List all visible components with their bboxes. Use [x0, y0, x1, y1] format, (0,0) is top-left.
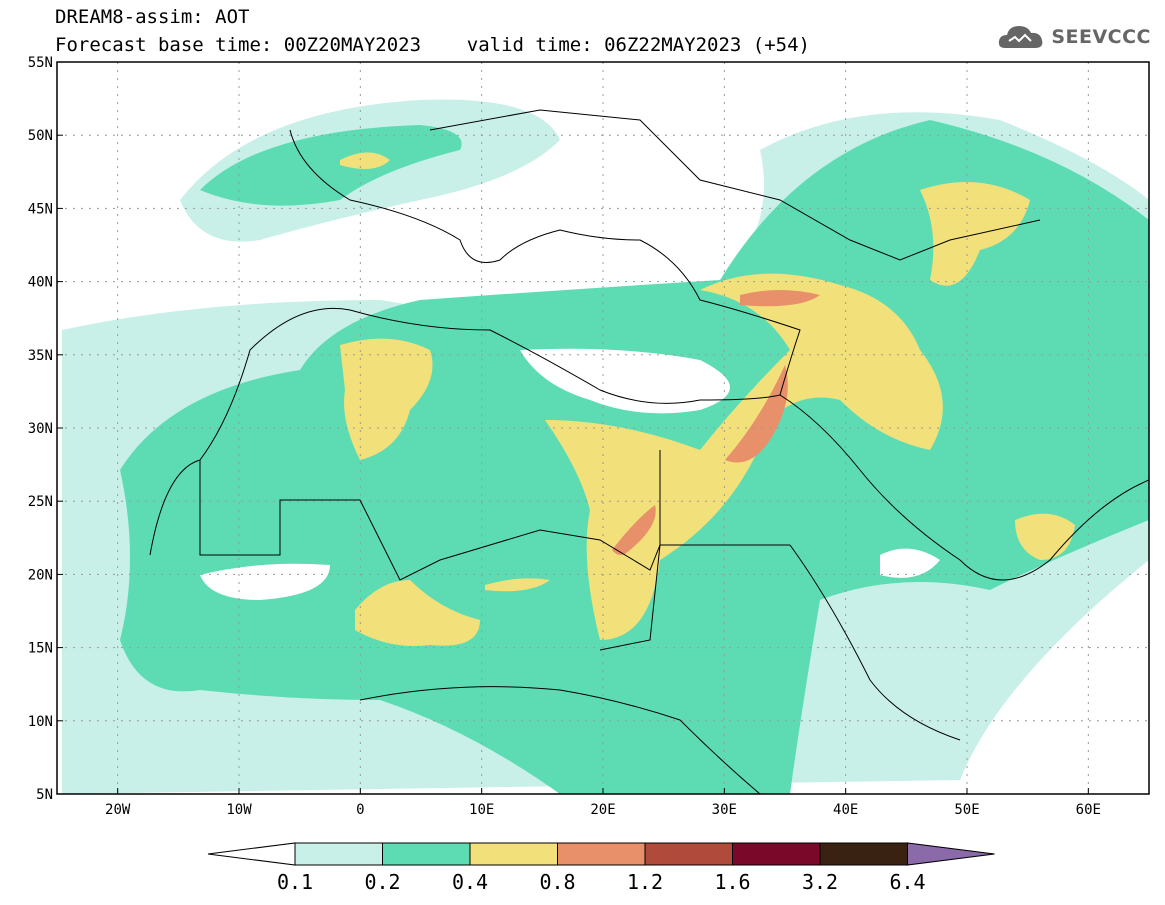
colorbar — [207, 842, 995, 866]
lon-tick-label: 10W — [226, 802, 252, 818]
colorbar-level-label: 0.1 — [276, 870, 314, 894]
lat-tick-label: 45N — [28, 201, 53, 217]
lon-tick-label: 20E — [590, 802, 615, 818]
forecast-time-info: Forecast base time: 00Z20MAY2023 valid t… — [55, 34, 810, 56]
lon-tick-label: 0 — [356, 802, 364, 818]
lon-tick-label: 20W — [105, 802, 131, 818]
colorbar-swatch — [819, 842, 908, 866]
lat-tick-label: 10N — [28, 714, 53, 730]
lat-tick-label: 55N — [28, 55, 53, 71]
lat-tick-label: 20N — [28, 567, 53, 583]
clear-areas — [200, 348, 940, 600]
colorbar-level-label: 0.8 — [539, 870, 576, 894]
seevccc-logo: SEEVCCC — [997, 22, 1151, 52]
lat-tick-label: 5N — [36, 787, 53, 803]
colorbar-under-arrow — [207, 842, 296, 866]
colorbar-swatch — [557, 842, 646, 866]
aot-field-0.8 — [612, 290, 820, 555]
lat-tick-label: 50N — [28, 128, 53, 144]
graticule — [57, 62, 1149, 794]
colorbar-level-label: 6.4 — [889, 870, 926, 894]
lon-tick-label: 60E — [1076, 802, 1101, 818]
colorbar-level-label: 0.2 — [364, 870, 401, 894]
lon-tick-label: 10E — [469, 802, 494, 818]
boundaries — [149, 109, 1149, 794]
colorbar-level-label: 3.2 — [801, 870, 839, 894]
colorbar-swatch — [294, 842, 383, 866]
latitude-ticks: 55N 50N 45N 40N 35N 30N 25N 20N 15N 10N 5N — [28, 55, 63, 803]
map-title: DREAM8-assim: AOT — [55, 6, 250, 28]
longitude-ticks: 20W 10W 0 10E 20E 30E 40E 50E 60E — [105, 788, 1101, 818]
lat-tick-label: 30N — [28, 421, 53, 437]
colorbar-swatch — [644, 842, 733, 866]
colorbar-over-arrow — [907, 842, 995, 866]
lat-tick-label: 25N — [28, 494, 53, 510]
lon-tick-label: 40E — [833, 802, 858, 818]
lat-tick-label: 15N — [28, 641, 53, 657]
colorbar-level-label: 0.4 — [451, 870, 489, 894]
logo-text: SEEVCCC — [1051, 26, 1151, 48]
lat-tick-label: 35N — [28, 348, 53, 364]
colorbar-swatch — [382, 842, 471, 866]
cloud-icon — [999, 26, 1043, 48]
lon-tick-label: 50E — [954, 802, 979, 818]
colorbar-level-label: 1.2 — [626, 870, 664, 894]
colorbar-level-label: 1.6 — [714, 870, 751, 894]
colorbar-swatch — [732, 842, 821, 866]
lat-tick-label: 40N — [28, 275, 53, 291]
lon-tick-label: 30E — [712, 802, 737, 818]
colorbar-swatch — [469, 842, 558, 866]
